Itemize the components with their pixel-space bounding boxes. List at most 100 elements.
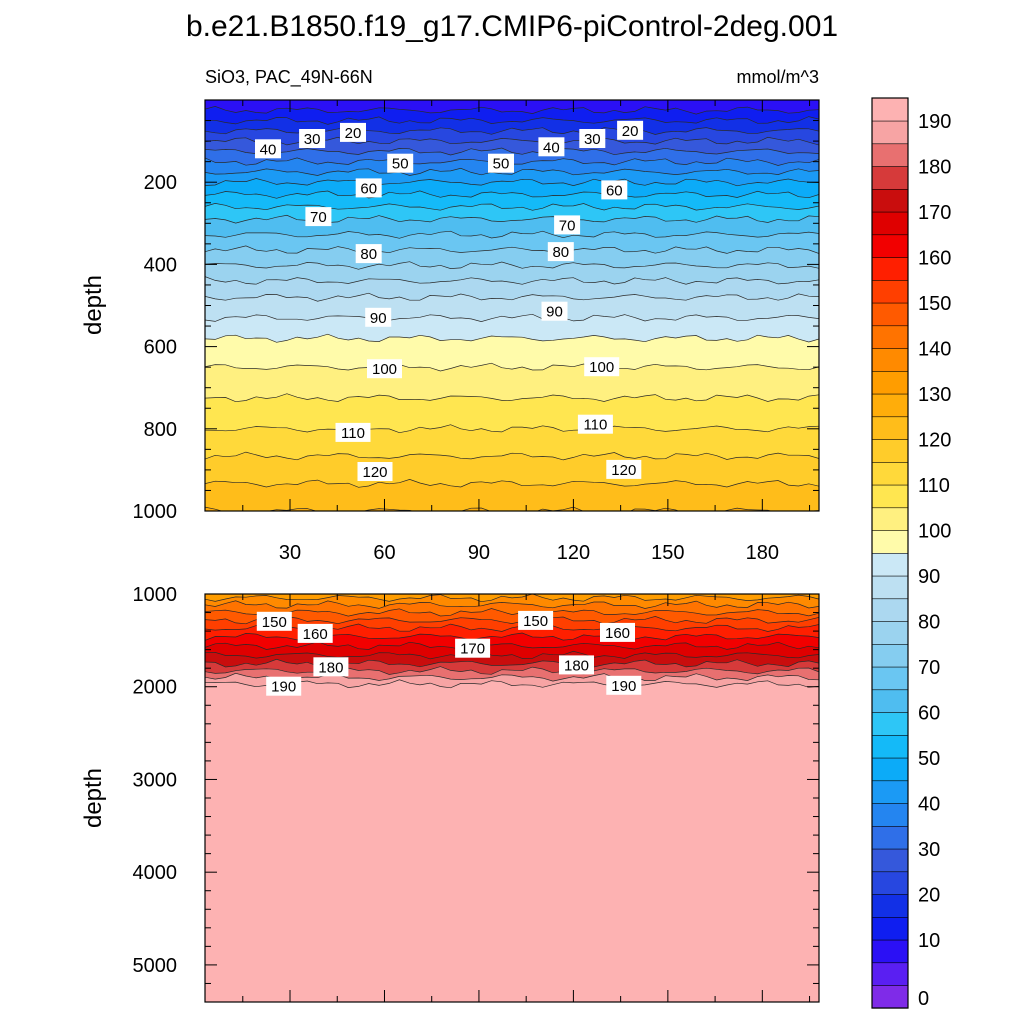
x-tick-label: 150 bbox=[651, 542, 684, 564]
colorbar-box bbox=[871, 802, 909, 827]
contour-label: 80 bbox=[355, 244, 382, 264]
y-tick-label: 5000 bbox=[133, 955, 178, 977]
units-label: mmol/m^3 bbox=[737, 67, 819, 87]
contour-label-box bbox=[367, 359, 402, 379]
contour-label-text: 160 bbox=[605, 625, 630, 642]
upper-contour-labels: 20 30 40 50 60 70 80 90 100 110 120 20 30 40 50 60 70 80 9… bbox=[255, 120, 644, 481]
contour-label-box bbox=[606, 459, 642, 479]
y-tick-label: 800 bbox=[144, 419, 177, 441]
contour-line bbox=[205, 506, 819, 511]
contour-label-box bbox=[365, 307, 392, 327]
contour-label-box bbox=[305, 207, 332, 227]
colorbar-label: 10 bbox=[918, 930, 940, 952]
colorbar-box bbox=[871, 370, 909, 395]
y-tick-label: 3000 bbox=[133, 769, 178, 791]
colorbar-box bbox=[871, 780, 909, 804]
contour-label-text: 100 bbox=[589, 359, 614, 376]
contour-label-box bbox=[600, 622, 635, 642]
contour-label: 70 bbox=[554, 215, 581, 235]
contour-label-text: 90 bbox=[546, 304, 563, 321]
colorbar-box bbox=[871, 871, 909, 895]
lower-x-axis bbox=[242, 594, 811, 1002]
colorbar-boxes bbox=[871, 97, 909, 1009]
colorbar-box bbox=[871, 962, 909, 986]
contour-label-box bbox=[541, 301, 568, 321]
contour-line bbox=[205, 393, 819, 403]
colorbar-label: 70 bbox=[918, 657, 940, 679]
colorbar-label: 130 bbox=[918, 384, 951, 406]
contour-line bbox=[205, 190, 819, 199]
contour-line bbox=[205, 147, 819, 156]
colorbar-box bbox=[871, 165, 909, 190]
contour-label-box bbox=[297, 623, 333, 643]
contour-label-text: 190 bbox=[611, 678, 636, 695]
contour-line bbox=[205, 362, 819, 372]
contour-label: 50 bbox=[387, 153, 414, 173]
contour-label-text: 90 bbox=[370, 310, 387, 327]
contour-label: 30 bbox=[299, 129, 326, 148]
lower-contour-fill bbox=[205, 594, 819, 1002]
contour-line bbox=[205, 679, 819, 689]
colorbar-box bbox=[871, 825, 909, 850]
contour-label: 20 bbox=[617, 120, 644, 140]
contour-label-text: 150 bbox=[262, 614, 287, 631]
colorbar-box bbox=[871, 916, 909, 941]
contour-label-text: 180 bbox=[318, 659, 343, 676]
contour-label-text: 70 bbox=[559, 217, 576, 234]
colorbar-label: 20 bbox=[918, 884, 940, 906]
colorbar-label: 40 bbox=[918, 793, 940, 815]
contour-line bbox=[205, 666, 819, 675]
contour-label-text: 50 bbox=[493, 156, 510, 173]
contour-label-box bbox=[606, 675, 642, 695]
contour-label-box bbox=[387, 153, 414, 173]
contour-label-text: 120 bbox=[611, 462, 636, 479]
contour-label-text: 70 bbox=[310, 209, 327, 226]
x-tick-label: 60 bbox=[373, 542, 395, 564]
contour-label-box bbox=[547, 242, 574, 262]
y-tick-label: 1000 bbox=[133, 584, 178, 606]
x-tick-label: 180 bbox=[746, 542, 779, 564]
colorbar-box bbox=[871, 393, 909, 418]
colorbar-frame bbox=[871, 97, 909, 1009]
colorbar-box bbox=[871, 552, 909, 577]
colorbar-box bbox=[871, 484, 909, 509]
colorbar-box bbox=[871, 211, 909, 236]
contour-label: 110 bbox=[335, 422, 371, 442]
colorbar-box bbox=[871, 575, 909, 600]
contour-line bbox=[205, 641, 819, 650]
y-tick-label: 4000 bbox=[133, 862, 178, 884]
contour-label: 170 bbox=[455, 638, 491, 658]
x-tick-label: 90 bbox=[468, 542, 490, 564]
contour-line bbox=[205, 230, 819, 239]
colorbar-label: 120 bbox=[918, 429, 951, 451]
contour-line bbox=[205, 600, 819, 609]
variable-region-label: SiO3, PAC_49N-66N bbox=[205, 67, 373, 88]
contour-line bbox=[205, 116, 819, 125]
colorbar-box bbox=[871, 666, 909, 691]
contour-band bbox=[205, 679, 819, 1002]
contour-label-text: 50 bbox=[392, 156, 409, 173]
colorbar-label: 100 bbox=[918, 520, 951, 542]
contour-label: 180 bbox=[559, 655, 594, 675]
lower-y-axis: 1000 2000 3000 4000 5000 bbox=[133, 584, 819, 1003]
contour-label: 190 bbox=[606, 675, 642, 695]
contour-label-text: 120 bbox=[362, 464, 387, 481]
contour-label: 90 bbox=[365, 307, 392, 327]
colorbar-box bbox=[871, 848, 909, 873]
contour-label: 150 bbox=[256, 611, 292, 631]
colorbar-box bbox=[871, 939, 909, 964]
colorbar-label: 140 bbox=[918, 338, 951, 360]
contour-label: 120 bbox=[606, 459, 642, 479]
contour-label-box bbox=[299, 129, 326, 148]
contour-label: 70 bbox=[305, 207, 332, 227]
contour-label: 80 bbox=[547, 242, 574, 262]
contour-label: 90 bbox=[541, 301, 568, 321]
contour-line bbox=[205, 424, 819, 434]
contour-label-text: 110 bbox=[583, 417, 607, 434]
contour-label-box bbox=[357, 462, 393, 481]
contour-label: 110 bbox=[577, 414, 613, 434]
contour-label-box bbox=[584, 357, 620, 377]
contour-label-box bbox=[455, 638, 491, 658]
contour-line bbox=[205, 292, 819, 302]
contour-label-text: 100 bbox=[372, 361, 397, 378]
